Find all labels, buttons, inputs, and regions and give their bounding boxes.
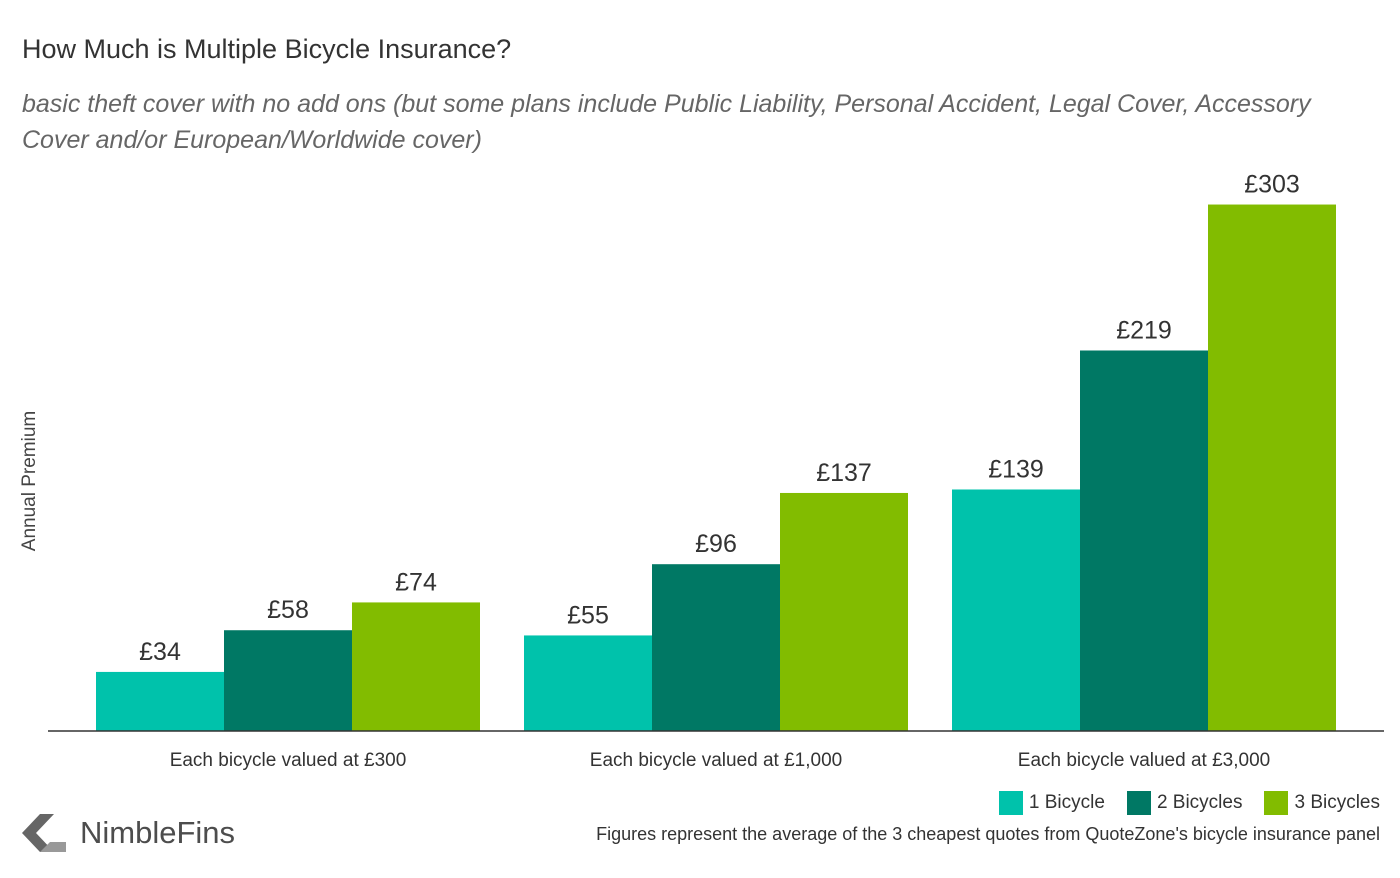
bar bbox=[952, 489, 1080, 731]
brand-name: NimbleFins bbox=[80, 815, 236, 850]
legend-swatch bbox=[998, 791, 1023, 815]
legend-swatch bbox=[1264, 791, 1289, 815]
x-tick-label: Each bicycle valued at £300 bbox=[170, 750, 407, 771]
bar bbox=[780, 492, 908, 731]
footnote: Figures represent the average of the 3 c… bbox=[596, 824, 1380, 844]
chevron-left-icon bbox=[22, 814, 66, 852]
bar bbox=[224, 630, 352, 731]
data-label: £137 bbox=[816, 459, 872, 487]
legend-item-2-bicycles: 2 Bicycles bbox=[1126, 791, 1243, 815]
data-label: £74 bbox=[395, 568, 437, 596]
nimblefins-logo: NimbleFins bbox=[20, 812, 235, 854]
chart-subtitle: basic theft cover with no add ons (but s… bbox=[22, 90, 1311, 154]
x-tick-label: Each bicycle valued at £1,000 bbox=[590, 750, 842, 771]
data-label: £34 bbox=[139, 638, 181, 666]
data-label: £58 bbox=[267, 596, 309, 624]
legend-label: 2 Bicycles bbox=[1156, 792, 1243, 813]
bar bbox=[96, 671, 224, 731]
chart-title: How Much is Multiple Bicycle Insurance? bbox=[22, 34, 512, 64]
legend: 1 Bicycle 2 Bicycles 3 Bicycles bbox=[998, 791, 1380, 815]
data-label: £55 bbox=[567, 601, 609, 629]
legend-swatch bbox=[1126, 791, 1151, 815]
bar bbox=[652, 564, 780, 731]
bar bbox=[352, 602, 480, 731]
data-label: £219 bbox=[1116, 316, 1172, 344]
legend-label: 3 Bicycles bbox=[1294, 792, 1380, 813]
bar bbox=[1208, 204, 1336, 732]
data-label: £139 bbox=[988, 455, 1044, 483]
legend-label: 1 Bicycle bbox=[1028, 792, 1105, 813]
data-label: £303 bbox=[1244, 171, 1300, 199]
legend-item-1-bicycle: 1 Bicycle bbox=[998, 791, 1105, 815]
bar bbox=[1080, 350, 1208, 731]
data-label: £96 bbox=[695, 530, 737, 558]
x-tick-label: Each bicycle valued at £3,000 bbox=[1018, 750, 1270, 771]
legend-item-3-bicycles: 3 Bicycles bbox=[1264, 791, 1380, 815]
bar bbox=[524, 635, 652, 731]
